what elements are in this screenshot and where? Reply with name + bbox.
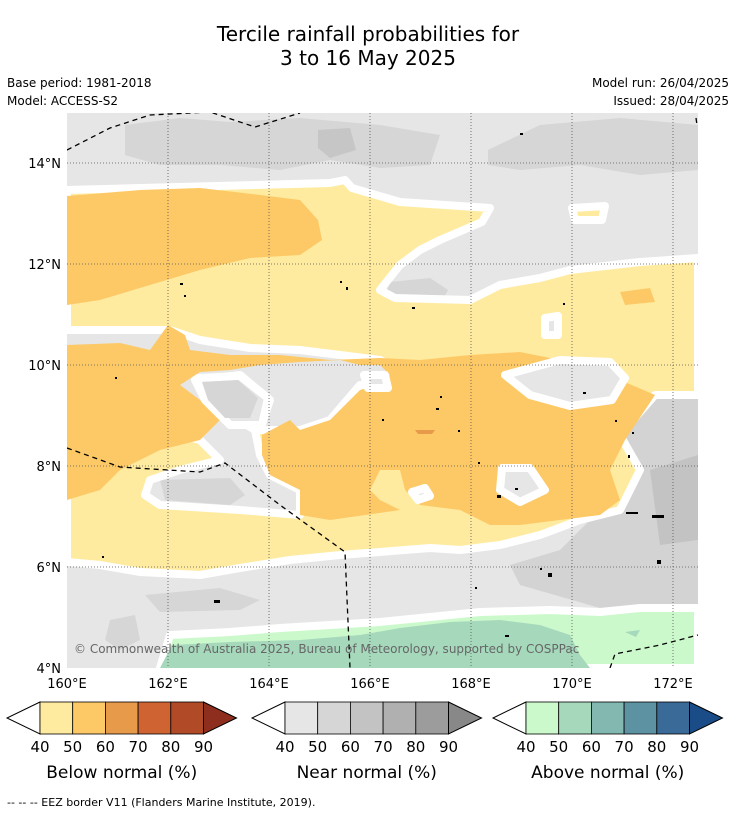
lat-label: 8°N <box>37 460 62 475</box>
near-normal-patch <box>145 588 260 612</box>
map-title: Tercile rainfall probabilities for 3 to … <box>0 22 736 70</box>
lat-labels: 14°N 12°N 10°N 8°N 6°N 4°N <box>28 157 61 677</box>
colorbar-segment <box>623 701 658 735</box>
colorbar-tick-label: 60 <box>96 738 115 756</box>
colorbar-segment <box>105 701 139 735</box>
colorbar-tick-label: 40 <box>275 738 294 756</box>
base-period: Base period: 1981-2018 <box>7 76 152 90</box>
colorbar-segment <box>558 701 592 735</box>
issued-date: Issued: 28/04/2025 <box>613 94 729 108</box>
copyright-text: © Commonwealth of Australia 2025, Bureau… <box>74 642 579 656</box>
near-normal-patch <box>318 128 356 158</box>
lon-label: 166°E <box>350 677 390 692</box>
lat-label: 6°N <box>37 561 62 576</box>
colorbar-low-arrow <box>5 701 41 735</box>
lon-label: 162°E <box>148 677 188 692</box>
colorbar-high-arrow <box>448 701 483 735</box>
colorbar-segment <box>170 701 204 735</box>
title-line-2: 3 to 16 May 2025 <box>280 46 456 70</box>
colorbar-segment <box>349 701 384 735</box>
near-normal-patch <box>650 455 698 545</box>
colorbar-segment <box>284 701 319 735</box>
eez-footnote: -- -- -- EEZ border V11 (Flanders Marine… <box>7 796 316 809</box>
colorbar-above: 40 50 60 70 80 90 Above normal (%) <box>491 701 724 783</box>
lon-label: 170°E <box>552 677 592 692</box>
colorbar-tick-label: 40 <box>516 738 535 756</box>
title-line-1: Tercile rainfall probabilities for <box>216 22 520 46</box>
model-name: Model: ACCESS-S2 <box>7 94 119 108</box>
colorbar-segment <box>317 701 351 735</box>
colorbar-low-arrow <box>250 701 286 735</box>
lon-label: 168°E <box>451 677 491 692</box>
colorbar-below: 40 50 60 70 80 90 Below normal (%) <box>5 701 238 783</box>
colorbar-tick-label: 50 <box>63 738 82 756</box>
colorbar-tick-label: 90 <box>680 738 699 756</box>
lat-label: 4°N <box>37 662 62 677</box>
lon-label: 160°E <box>47 677 87 692</box>
colorbar-segment <box>656 701 690 735</box>
metadata-right: Model run: 26/04/2025 Issued: 28/04/2025 <box>592 74 729 110</box>
colorbar-segment <box>525 701 560 735</box>
colorbar-tick-label: 70 <box>129 738 148 756</box>
near-normal-patch <box>105 615 140 650</box>
colorbar-segment <box>39 701 74 735</box>
colorbar-segment <box>415 701 449 735</box>
colorbar-tick-label: 70 <box>615 738 634 756</box>
colorbar-legend: 40 50 60 70 80 90 Below normal (%) 40 50 60 70 80 90… <box>5 701 724 783</box>
metadata-left: Base period: 1981-2018 Model: ACCESS-S2 <box>7 74 152 110</box>
colorbar-tick-label: 80 <box>647 738 666 756</box>
colorbar-tick-label: 60 <box>341 738 360 756</box>
lat-label: 10°N <box>28 359 61 374</box>
colorbar-tick-label: 60 <box>582 738 601 756</box>
above-normal-region <box>156 604 698 668</box>
colorbar-high-arrow <box>689 701 724 735</box>
colorbar-segment <box>72 701 106 735</box>
lon-labels: 160°E 162°E 164°E 166°E 168°E 170°E 172°… <box>47 677 693 692</box>
colorbar-title: Below normal (%) <box>46 763 197 783</box>
colorbar-tick-label: 50 <box>549 738 568 756</box>
lon-label: 172°E <box>653 677 693 692</box>
colorbar-tick-label: 70 <box>374 738 393 756</box>
eez-border <box>67 113 698 668</box>
islands <box>102 133 664 637</box>
colorbar-high-arrow <box>203 701 238 735</box>
colorbar-tick-label: 50 <box>308 738 327 756</box>
colorbar-low-arrow <box>491 701 527 735</box>
graticule <box>67 113 698 668</box>
colorbar-title: Near normal (%) <box>297 763 437 783</box>
near-normal-patch <box>510 392 698 610</box>
lat-label: 12°N <box>28 258 61 273</box>
colorbar-tick-label: 80 <box>161 738 180 756</box>
lat-label: 14°N <box>28 157 61 172</box>
near-normal-patch <box>160 478 245 505</box>
colorbar-title: Above normal (%) <box>531 763 684 783</box>
near-normal-patch <box>202 380 258 418</box>
colorbar-tick-label: 90 <box>439 738 458 756</box>
colorbar-segment <box>591 701 625 735</box>
colorbar-tick-label: 80 <box>406 738 425 756</box>
colorbar-tick-label: 40 <box>30 738 49 756</box>
lon-label: 164°E <box>249 677 289 692</box>
colorbar-segment <box>137 701 172 735</box>
colorbar-segment <box>382 701 417 735</box>
near-normal-patch <box>488 118 698 175</box>
map-field: © Commonwealth of Australia 2025, Bureau… <box>67 113 698 668</box>
colorbar-tick-label: 90 <box>194 738 213 756</box>
near-normal-patch <box>125 118 440 170</box>
model-run: Model run: 26/04/2025 <box>591 76 729 90</box>
